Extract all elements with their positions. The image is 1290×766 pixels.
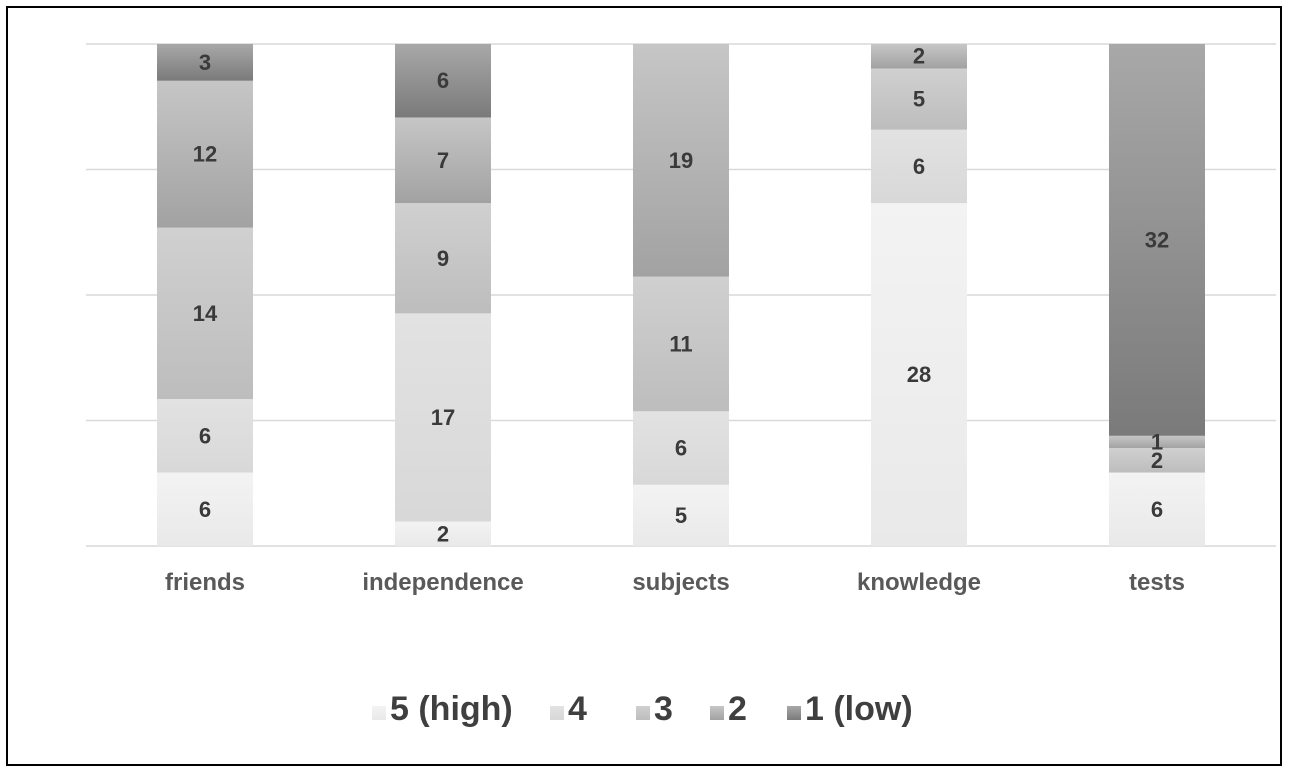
category-label-friends: friends xyxy=(165,569,245,596)
data-label: 6 xyxy=(199,497,211,522)
legend-label: 4 xyxy=(568,690,587,728)
data-label: 28 xyxy=(907,362,931,387)
bar-segment-friends-2 xyxy=(157,399,253,473)
data-label: 9 xyxy=(437,246,449,271)
legend-label: 2 xyxy=(728,690,747,728)
bar-segment-friends-1 xyxy=(157,472,253,546)
data-label: 7 xyxy=(437,148,449,173)
category-labels: friends independence subjects knowledge test… xyxy=(165,569,1185,596)
data-label: 6 xyxy=(913,154,925,179)
legend-label: 3 xyxy=(654,690,673,728)
bar-segment-friends-3 xyxy=(157,227,253,400)
bar-segment-independence-4 xyxy=(395,117,491,204)
data-label: 14 xyxy=(193,301,218,326)
bar-segment-subjects-3 xyxy=(633,276,729,412)
data-label: 32 xyxy=(1145,227,1169,252)
data-label: 3 xyxy=(199,50,211,75)
bar-segment-independence-3 xyxy=(395,203,491,314)
bar-segment-tests-5 xyxy=(1109,44,1205,436)
data-label: 1 xyxy=(1151,429,1163,454)
bar-segment-subjects-4 xyxy=(633,44,729,277)
bars xyxy=(157,44,1205,547)
data-label: 12 xyxy=(193,142,217,167)
bar-segment-tests-4 xyxy=(1109,435,1205,449)
bar-segment-friends-5 xyxy=(157,44,253,81)
data-label: 2 xyxy=(913,44,925,69)
bar-segment-subjects-1 xyxy=(633,484,729,546)
bar-segment-tests-1 xyxy=(1109,472,1205,546)
data-label: 6 xyxy=(199,423,211,448)
data-label: 19 xyxy=(669,148,693,173)
bar-segment-independence-1 xyxy=(395,521,491,546)
bar-segment-knowledge-4 xyxy=(871,44,967,69)
bar-segment-knowledge-3 xyxy=(871,68,967,130)
bar-segment-knowledge-1 xyxy=(871,203,967,547)
bar-segment-tests-3 xyxy=(1109,448,1205,473)
data-label: 5 xyxy=(913,87,925,112)
legend-swatch xyxy=(710,706,724,720)
category-label-tests: tests xyxy=(1129,569,1185,596)
data-label: 5 xyxy=(675,503,687,528)
category-label-independence: independence xyxy=(362,569,523,596)
data-label: 6 xyxy=(1151,497,1163,522)
data-label: 17 xyxy=(431,405,455,430)
legend-label: 1 (low) xyxy=(805,690,913,728)
data-label: 2 xyxy=(1151,448,1163,473)
legend-label: 5 (high) xyxy=(390,690,513,728)
bar-segment-independence-2 xyxy=(395,313,491,522)
bar-segment-subjects-2 xyxy=(633,411,729,485)
legend-swatch xyxy=(550,706,564,720)
data-label: 6 xyxy=(437,68,449,93)
legend: 5 (high) 4 3 2 1 (low) xyxy=(372,690,913,728)
bar-segment-knowledge-2 xyxy=(871,129,967,204)
category-label-knowledge: knowledge xyxy=(857,569,981,596)
bar-segment-independence-5 xyxy=(395,44,491,118)
legend-swatch xyxy=(372,706,386,720)
data-label: 11 xyxy=(669,331,692,356)
bar-segment-friends-4 xyxy=(157,80,253,228)
category-label-subjects: subjects xyxy=(632,569,729,596)
data-label: 6 xyxy=(675,436,687,461)
data-label: 2 xyxy=(437,521,449,546)
legend-swatch xyxy=(636,706,650,720)
legend-swatch xyxy=(787,706,801,720)
